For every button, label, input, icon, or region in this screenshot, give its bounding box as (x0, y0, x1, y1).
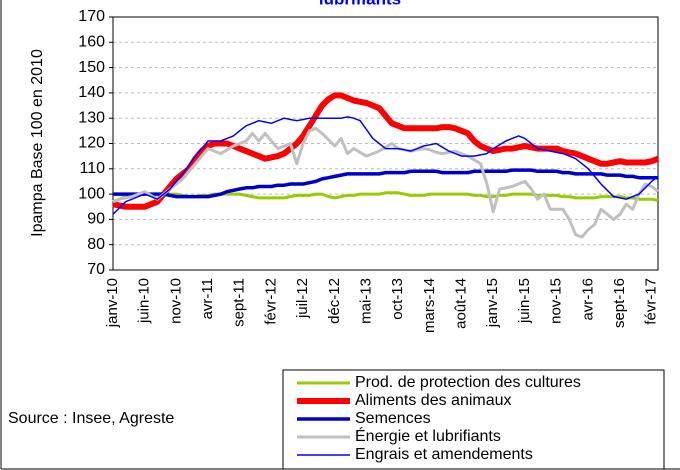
y-tick-label: 120 (78, 135, 105, 152)
y-tick-label: 90 (87, 211, 105, 228)
x-tick-label: mars-14 (421, 278, 438, 333)
y-tick-label: 140 (78, 84, 105, 101)
source-note: Source : Insee, Agreste (8, 410, 174, 427)
x-tick-label: juil-12 (294, 278, 311, 319)
x-tick-label: nov-15 (548, 278, 565, 324)
x-tick-label: sept-16 (611, 278, 628, 328)
x-tick-label: févr-17 (643, 278, 660, 325)
x-tick-label: août-14 (453, 278, 470, 329)
legend-label: Engrais et amendements (355, 446, 533, 463)
x-tick-label: mai-13 (357, 278, 374, 324)
series-line (112, 126, 659, 239)
x-tick-label: oct-13 (389, 278, 406, 320)
x-tick-label: sept-11 (231, 278, 248, 327)
x-tick-label: déc-12 (326, 278, 343, 324)
y-tick-label: 110 (79, 160, 105, 177)
legend-label: Semences (355, 410, 431, 427)
y-tick-label: 150 (78, 59, 105, 76)
x-tick-label: avr-11 (199, 278, 216, 319)
y-tick-label: 100 (78, 185, 105, 202)
y-tick-label: 80 (87, 236, 105, 253)
plot-frame (112, 16, 659, 271)
x-tick-label: janv-15 (484, 278, 501, 328)
legend-label: Énergie et lubrifiants (355, 426, 501, 445)
y-tick-label: 130 (78, 109, 105, 126)
x-tick-label: nov-10 (167, 278, 184, 324)
legend-label: Prod. de protection des cultures (355, 374, 581, 391)
series-line (113, 168, 658, 199)
y-tick-label: 160 (78, 34, 105, 51)
series-line (112, 116, 659, 215)
y-tick-label: 70 (87, 261, 105, 278)
chart-title: lubrifiants (319, 0, 401, 8)
x-tick-label: juin-15 (516, 278, 533, 324)
x-tick-label: févr-12 (262, 278, 279, 325)
series-line (112, 92, 660, 210)
x-tick-label: avr-16 (579, 278, 596, 321)
legend-label: Aliments des animaux (355, 392, 512, 409)
x-tick-label: juin-10 (136, 278, 153, 324)
x-tick-label: janv-10 (104, 278, 121, 328)
y-axis-label: Ipampa Base 100 en 2010 (29, 49, 46, 237)
y-tick-label: 170 (78, 8, 105, 25)
